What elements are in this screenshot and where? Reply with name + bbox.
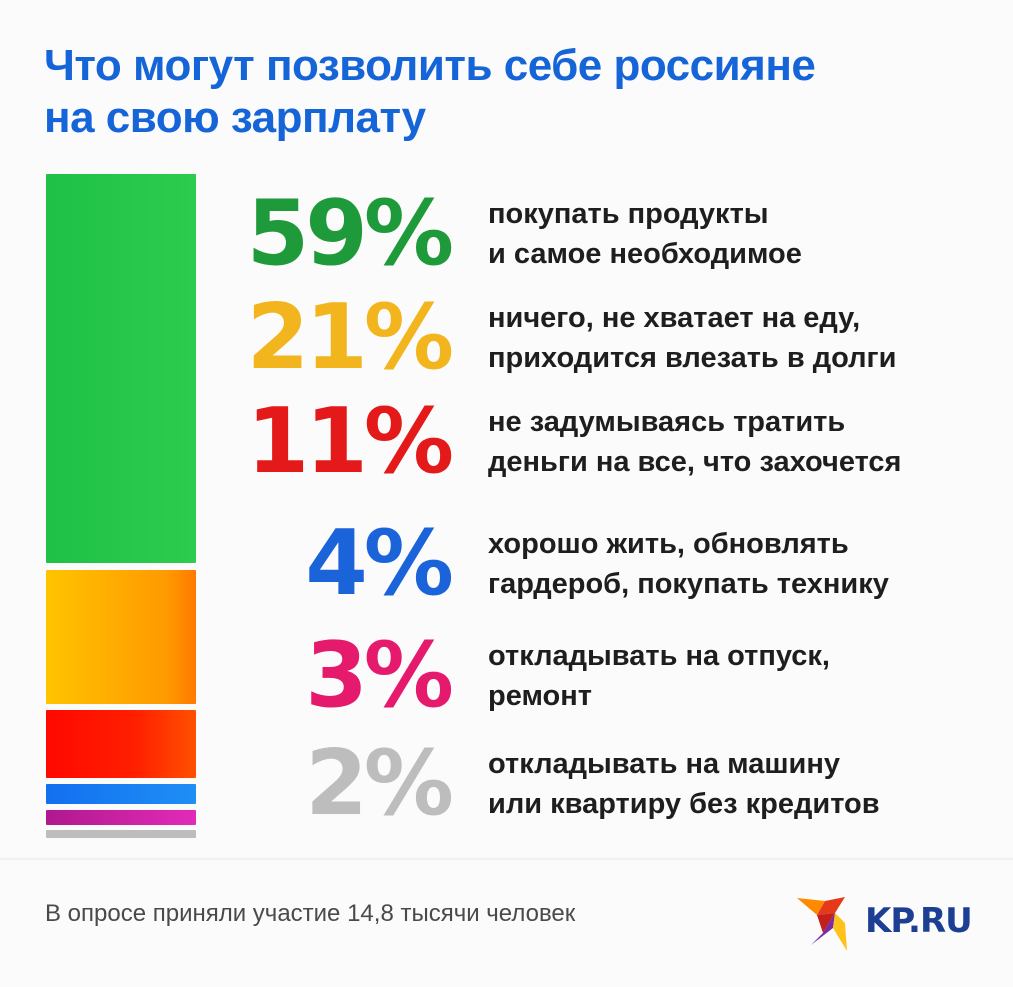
description-line: хорошо жить, обновлять bbox=[488, 528, 849, 560]
kp-logo: KP.RU bbox=[795, 893, 985, 953]
description-line: ремонт bbox=[488, 680, 592, 712]
legend-item-4: 4% хорошо жить, обновлять гардероб, поку… bbox=[240, 514, 980, 614]
percent-value: 3% bbox=[305, 623, 454, 728]
legend-item-11: 11% не задумываясь тратить деньги на все… bbox=[240, 392, 980, 492]
percent-value: 4% bbox=[305, 511, 454, 616]
footer-divider bbox=[0, 858, 1013, 860]
bar-segment-11 bbox=[46, 710, 196, 778]
title-line-1: Что могут позволить себе россияне bbox=[44, 41, 816, 90]
item-description: откладывать на отпуск, ремонт bbox=[488, 636, 830, 716]
item-description: откладывать на машину или квартиру без к… bbox=[488, 744, 880, 824]
title-line-2: на свою зарплату bbox=[44, 93, 426, 142]
description-line: гардероб, покупать технику bbox=[488, 568, 889, 600]
bar-segment-2 bbox=[46, 830, 196, 838]
item-description: не задумываясь тратить деньги на все, чт… bbox=[488, 402, 901, 482]
item-description: покупать продукты и самое необходимое bbox=[488, 194, 802, 274]
legend-item-59: 59% покупать продукты и самое необходимо… bbox=[240, 184, 980, 284]
legend-item-2: 2% откладывать на машину или квартиру бе… bbox=[240, 734, 980, 834]
percent-value: 2% bbox=[305, 731, 454, 836]
description-line: деньги на все, что захочется bbox=[488, 446, 902, 478]
survey-note: В опросе приняли участие 14,8 тысячи чел… bbox=[45, 900, 576, 927]
item-description: ничего, не хватает на еду, приходится вл… bbox=[488, 298, 896, 378]
description-line: откладывать на машину bbox=[488, 748, 840, 780]
description-line: или квартиру без кредитов bbox=[488, 788, 880, 820]
percent-value: 11% bbox=[246, 389, 454, 494]
bar-segment-59 bbox=[46, 174, 196, 563]
description-line: покупать продукты bbox=[488, 198, 769, 230]
page-title: Что могут позволить себе россияне на сво… bbox=[44, 40, 944, 144]
description-line: не задумываясь тратить bbox=[488, 406, 846, 438]
description-line: ничего, не хватает на еду, bbox=[488, 302, 861, 334]
legend-item-3: 3% откладывать на отпуск, ремонт bbox=[240, 626, 980, 726]
percent-value: 21% bbox=[246, 285, 454, 390]
bar-segment-4 bbox=[46, 784, 196, 804]
bird-icon bbox=[797, 897, 847, 951]
stacked-bar bbox=[46, 174, 196, 838]
bar-segment-3 bbox=[46, 810, 196, 825]
logo-text: KP.RU bbox=[865, 901, 973, 941]
bar-segment-21 bbox=[46, 570, 196, 704]
description-line: откладывать на отпуск, bbox=[488, 640, 830, 672]
percent-value: 59% bbox=[246, 181, 454, 286]
item-description: хорошо жить, обновлять гардероб, покупат… bbox=[488, 524, 889, 604]
description-line: приходится влезать в долги bbox=[488, 342, 897, 374]
legend-item-21: 21% ничего, не хватает на еду, приходитс… bbox=[240, 288, 980, 388]
description-line: и самое необходимое bbox=[488, 238, 802, 270]
